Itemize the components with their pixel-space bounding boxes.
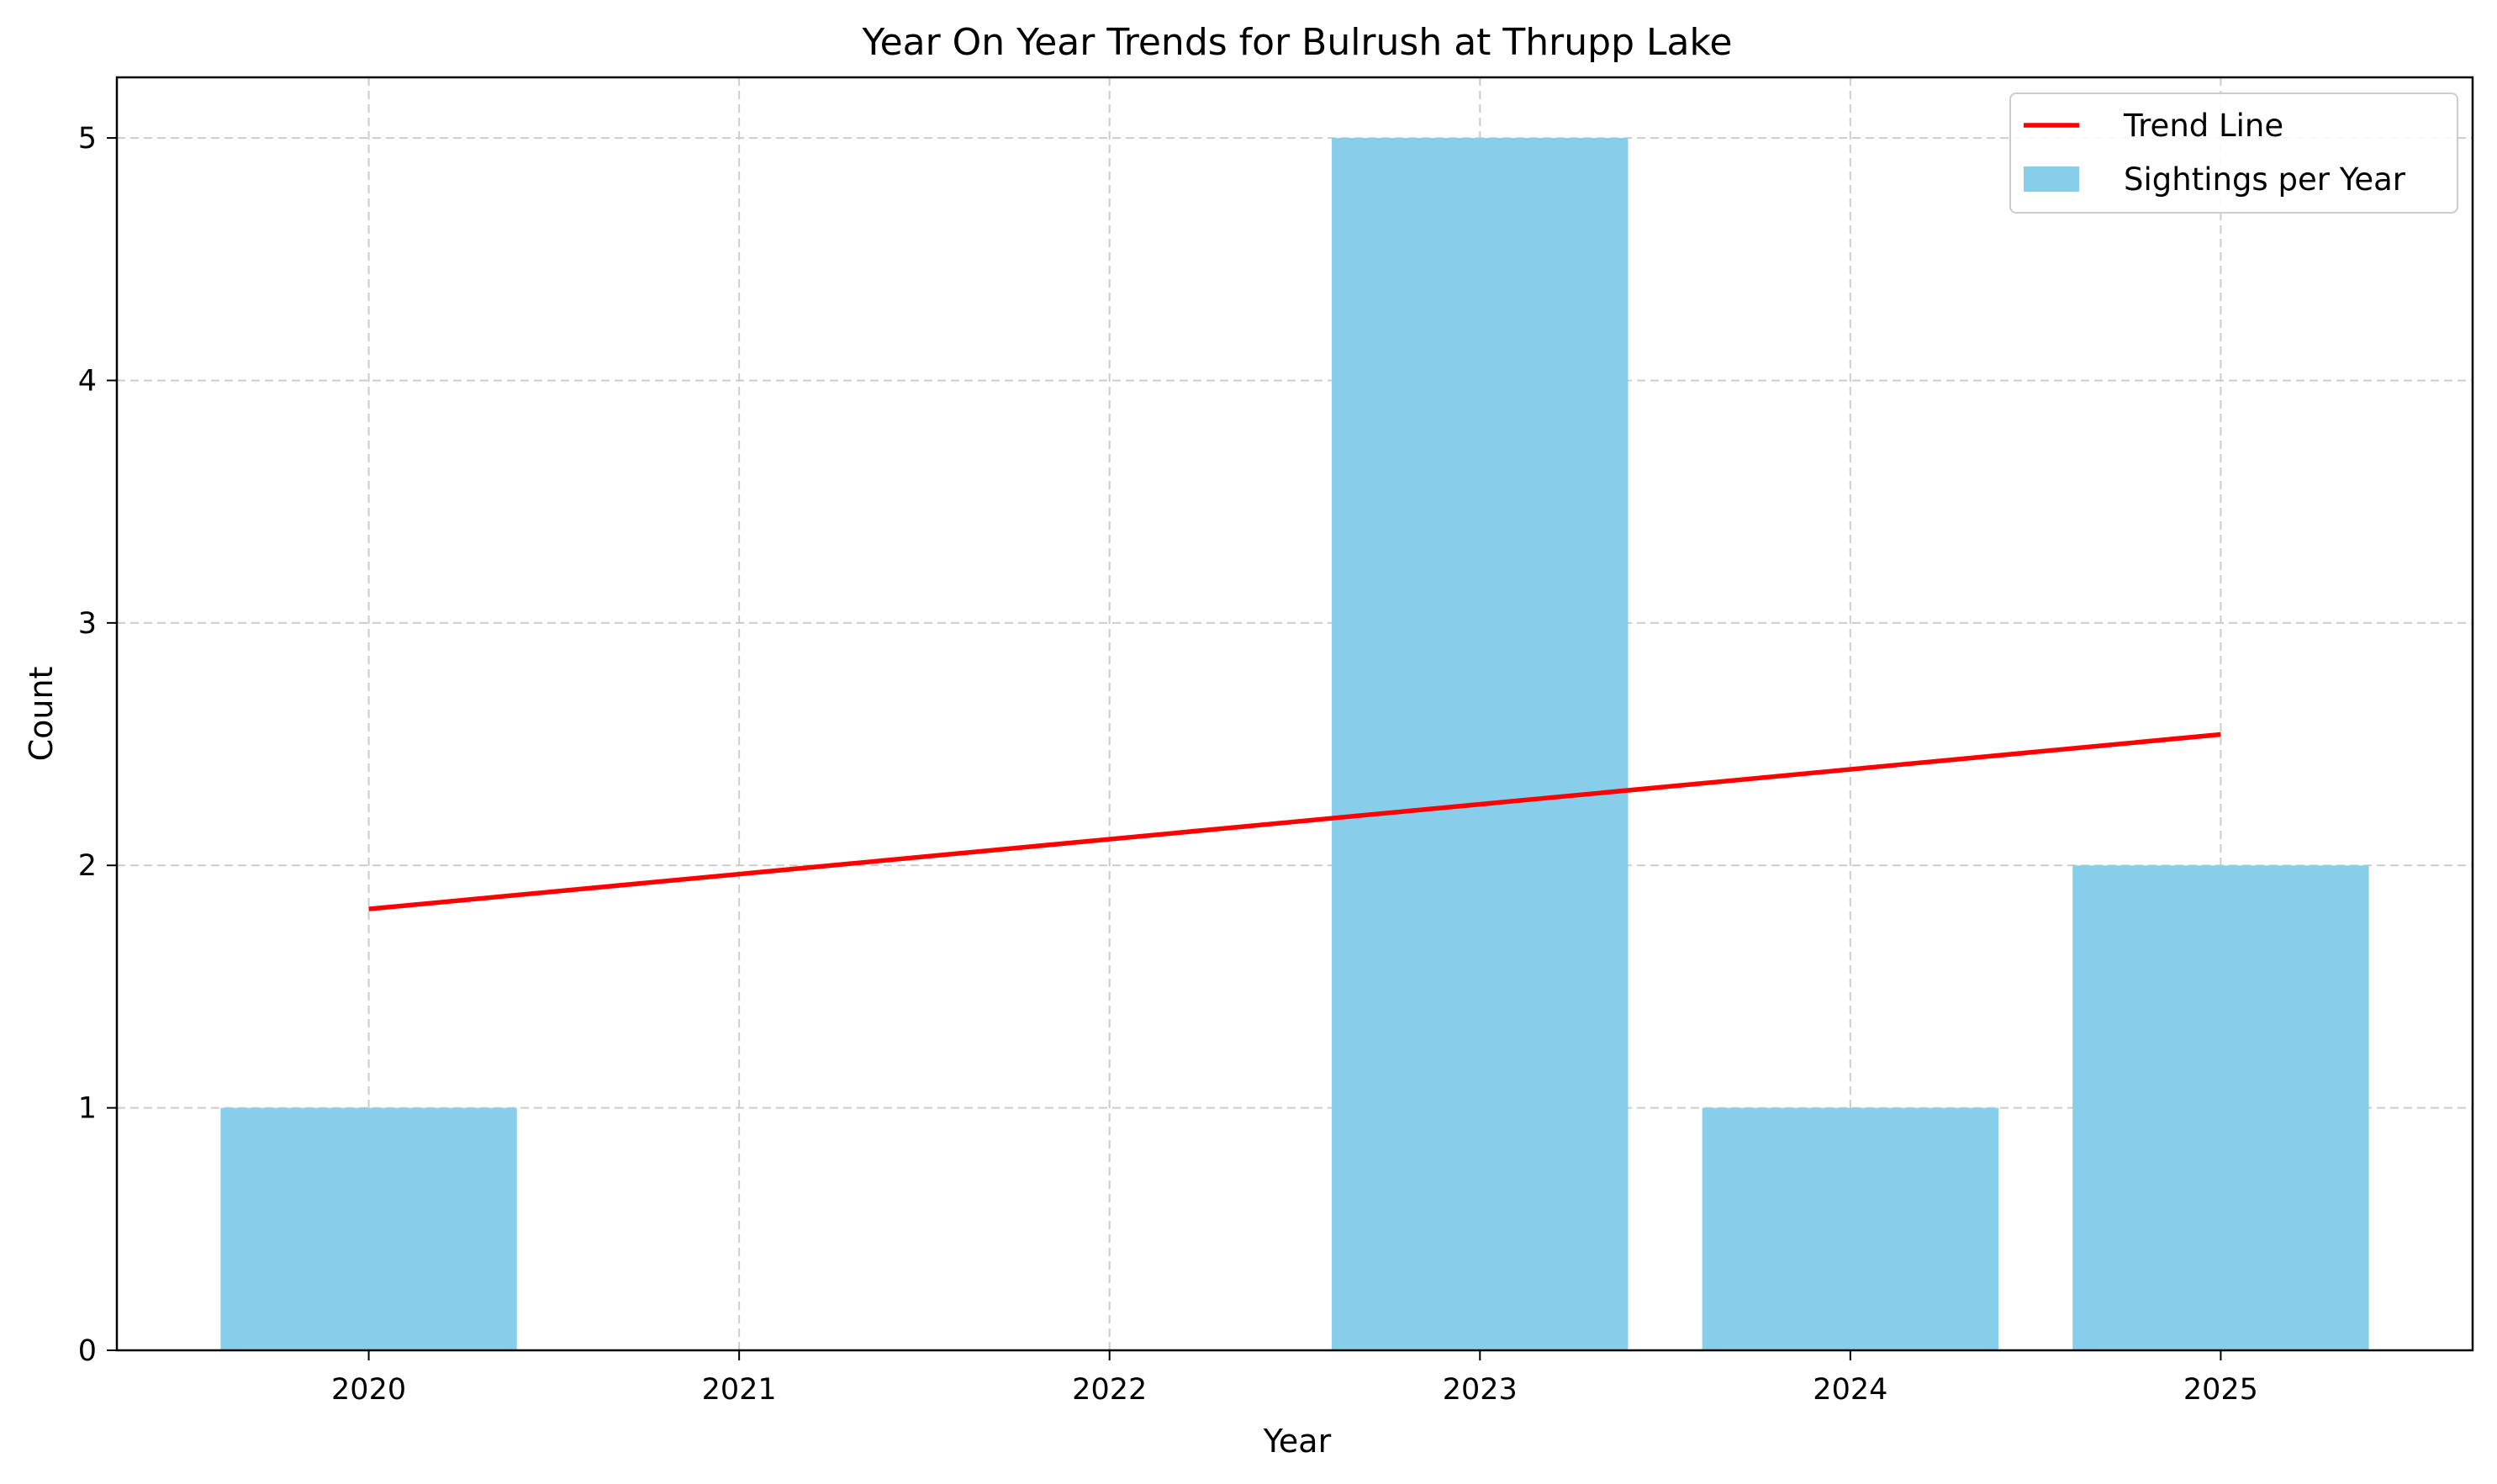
legend: Trend Line Sightings per Year (2009, 92, 2458, 214)
y-axis-label: Count (23, 667, 60, 762)
plot-frame (115, 76, 2474, 1352)
chart-title: Year On Year Trends for Bulrush at Thrup… (862, 21, 1733, 64)
x-tick-label-2025: 2025 (2183, 1373, 2258, 1407)
legend-label-trend-line: Trend Line (2123, 108, 2283, 144)
x-tick-label-2020: 2020 (331, 1373, 406, 1407)
x-tick-label-2022: 2022 (1072, 1373, 1147, 1407)
trend-line-layer (368, 731, 2221, 911)
x-axis-ticks: 2020 2021 2022 2023 2024 2025 (331, 1350, 2258, 1407)
bar-2024 (1702, 1107, 1999, 1350)
y-axis-ticks: 0 1 2 3 4 5 (78, 122, 117, 1368)
x-tick-label-2023: 2023 (1443, 1373, 1518, 1407)
legend-label-sightings: Sightings per Year (2124, 161, 2406, 198)
y-tick-label-2: 2 (78, 849, 97, 883)
x-axis-label: Year (1263, 1423, 1332, 1460)
trend-line (368, 731, 2221, 911)
bar-2023 (1332, 138, 1629, 1351)
x-tick-label-2024: 2024 (1813, 1373, 1887, 1407)
x-tick-label-2021: 2021 (702, 1373, 777, 1407)
legend-swatch-sightings (2024, 166, 2079, 192)
bar-2025 (2072, 865, 2369, 1350)
y-tick-label-3: 3 (78, 607, 97, 641)
y-tick-label-4: 4 (78, 364, 97, 398)
bars (220, 138, 2369, 1351)
bar-2020 (220, 1107, 517, 1350)
legend-box (2009, 92, 2458, 214)
y-tick-label-1: 1 (78, 1092, 97, 1126)
y-tick-label-0: 0 (78, 1334, 97, 1368)
y-tick-label-5: 5 (78, 122, 97, 156)
